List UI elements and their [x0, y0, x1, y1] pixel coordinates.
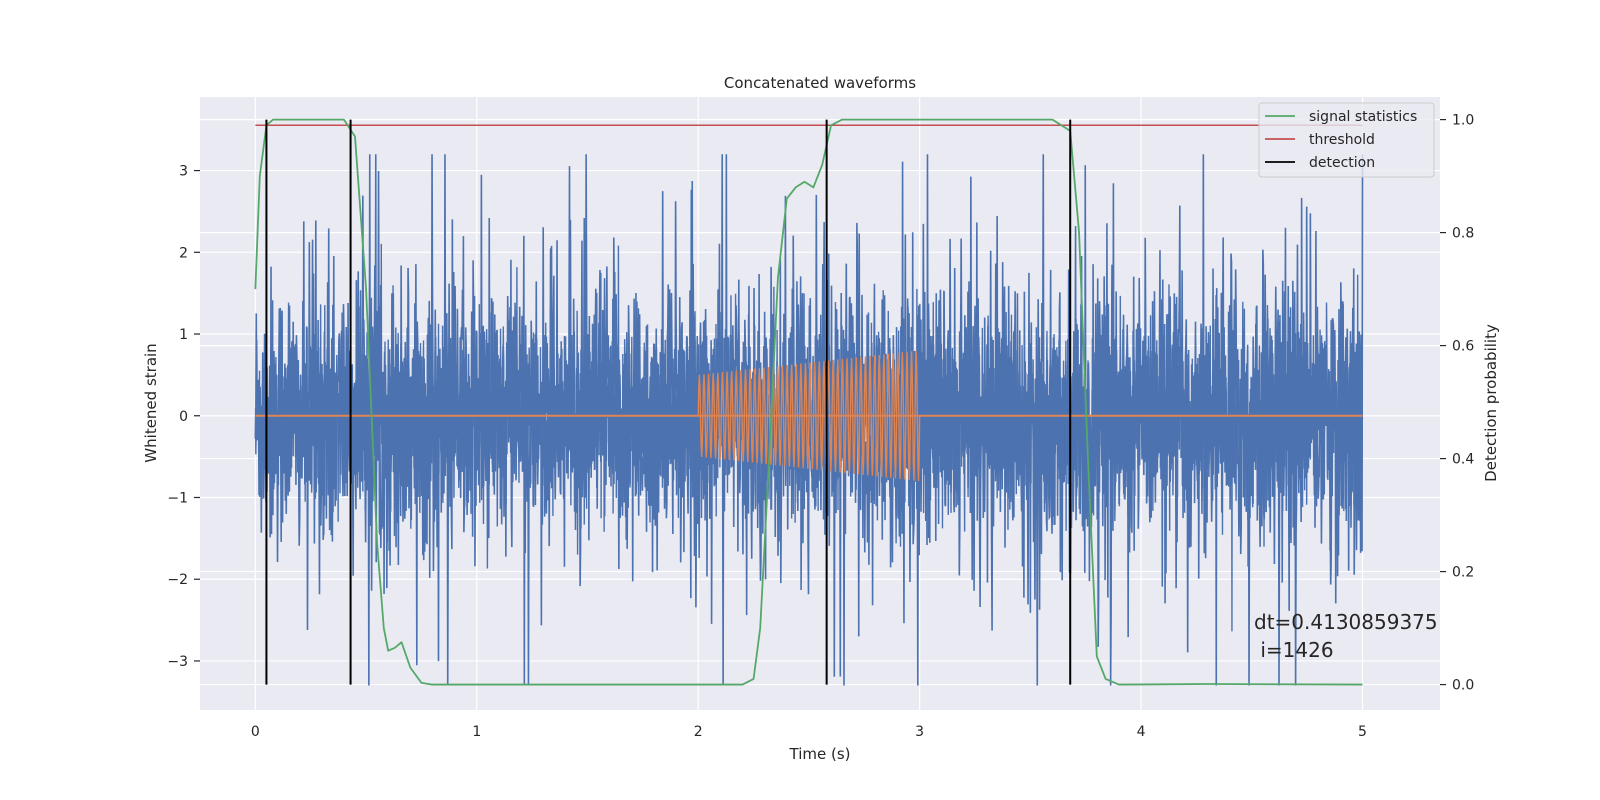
- series-injected-chirp: [697, 350, 921, 482]
- plot-content: [254, 118, 1364, 686]
- y-tick-label: 1: [179, 327, 188, 343]
- y2-axis-label: Detection probability: [1482, 324, 1500, 482]
- legend: signal statistics threshold detection: [1258, 102, 1435, 178]
- y2-tick-label: 0.8: [1452, 226, 1474, 242]
- legend-box: [1258, 102, 1435, 178]
- legend-label-detection: detection: [1309, 155, 1375, 171]
- annotation-dt: dt=0.4130859375: [1254, 610, 1438, 634]
- x-axis-ticks: 0 1 2 3 4 5: [251, 724, 1367, 740]
- y-axis-label: Whitened strain: [142, 343, 160, 462]
- x-tick-label: 5: [1358, 724, 1367, 740]
- chart-title: Concatenated waveforms: [724, 74, 916, 92]
- y2-tick-label: 0.6: [1452, 339, 1474, 355]
- series-signal-statistics: [254, 118, 1363, 686]
- y2-tick-label: 0.4: [1452, 452, 1474, 468]
- x-tick-label: 1: [472, 724, 481, 740]
- y2-tick-label: 0.2: [1452, 565, 1474, 581]
- x-tick-label: 2: [694, 724, 703, 740]
- y-tick-label: −2: [167, 572, 188, 588]
- y-axis-ticks: −3 −2 −1 0 1 2 3: [167, 164, 200, 670]
- y2-axis-ticks: 0.0 0.2 0.4 0.6 0.8 1.0: [1440, 113, 1474, 694]
- legend-label-signal-statistics: signal statistics: [1309, 109, 1417, 125]
- y2-tick-label: 1.0: [1452, 113, 1474, 129]
- x-tick-label: 0: [251, 724, 260, 740]
- legend-label-threshold: threshold: [1309, 132, 1375, 148]
- y-tick-label: 3: [179, 164, 188, 180]
- y-tick-label: −3: [167, 654, 188, 670]
- x-tick-label: 4: [1137, 724, 1146, 740]
- y-tick-label: −1: [167, 490, 188, 506]
- x-axis-label: Time (s): [789, 745, 851, 763]
- x-tick-label: 3: [915, 724, 924, 740]
- y-tick-label: 2: [179, 245, 188, 261]
- y-tick-label: 0: [179, 409, 188, 425]
- annotation-i: i=1426: [1254, 638, 1334, 662]
- y2-tick-label: 0.0: [1452, 678, 1474, 694]
